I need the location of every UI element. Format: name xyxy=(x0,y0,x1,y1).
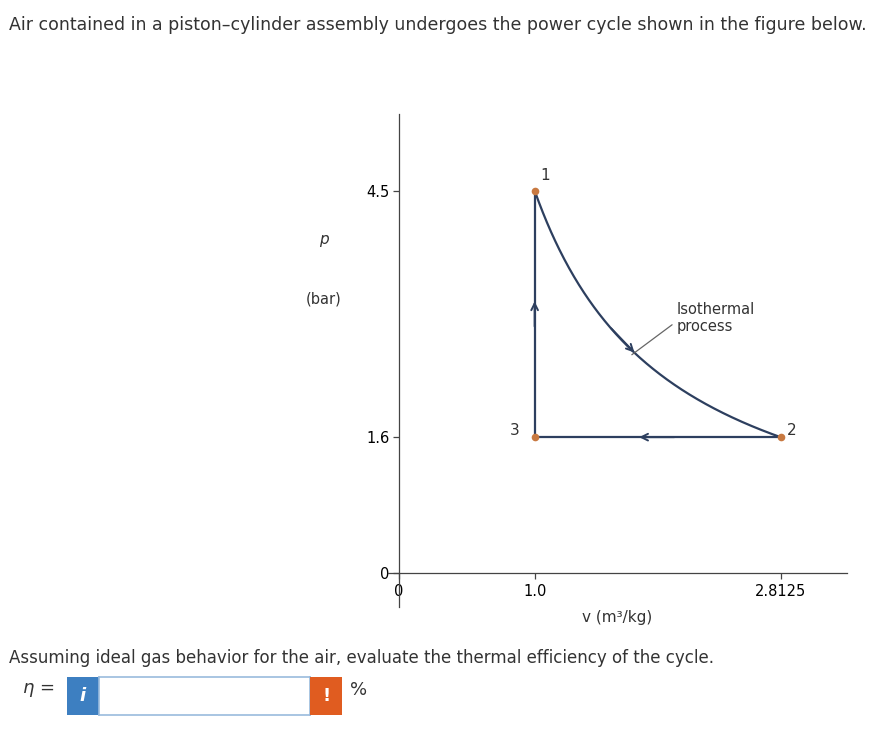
Text: i: i xyxy=(80,687,86,705)
Text: Assuming ideal gas behavior for the air, evaluate the thermal efficiency of the : Assuming ideal gas behavior for the air,… xyxy=(9,649,714,667)
Text: !: ! xyxy=(322,687,331,705)
Text: p: p xyxy=(319,233,329,247)
Text: 1: 1 xyxy=(540,169,549,183)
X-axis label: v (m³/kg): v (m³/kg) xyxy=(582,610,653,626)
Text: (bar): (bar) xyxy=(306,291,341,307)
Text: $\eta$ =: $\eta$ = xyxy=(22,681,55,698)
Text: %: % xyxy=(350,681,367,698)
Text: Isothermal
process: Isothermal process xyxy=(632,302,755,355)
Text: 3: 3 xyxy=(510,423,520,439)
Text: 2: 2 xyxy=(788,423,797,439)
Text: Air contained in a piston–cylinder assembly undergoes the power cycle shown in t: Air contained in a piston–cylinder assem… xyxy=(9,16,866,34)
